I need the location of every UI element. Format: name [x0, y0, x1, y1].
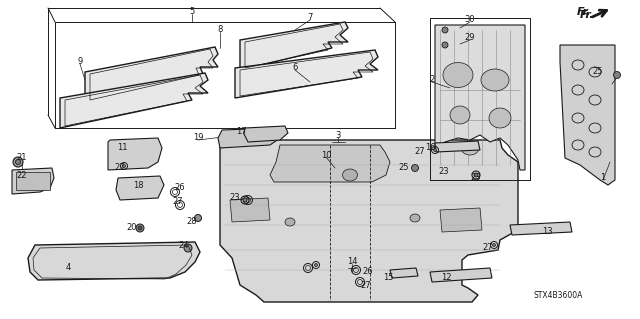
- Polygon shape: [220, 140, 518, 302]
- Text: 3: 3: [335, 130, 340, 139]
- Ellipse shape: [443, 63, 473, 87]
- Text: 27: 27: [483, 243, 493, 253]
- Polygon shape: [235, 50, 378, 98]
- Ellipse shape: [442, 27, 448, 33]
- Polygon shape: [12, 168, 54, 194]
- Text: 10: 10: [321, 151, 332, 160]
- Text: 23: 23: [438, 167, 449, 176]
- Text: 27: 27: [361, 280, 371, 290]
- Polygon shape: [218, 128, 280, 148]
- Ellipse shape: [481, 69, 509, 91]
- Text: 4: 4: [65, 263, 70, 272]
- Polygon shape: [244, 126, 288, 142]
- Text: 12: 12: [441, 273, 451, 283]
- Ellipse shape: [314, 263, 317, 266]
- Text: 13: 13: [541, 227, 552, 236]
- Ellipse shape: [13, 157, 23, 167]
- Ellipse shape: [138, 226, 142, 230]
- Polygon shape: [240, 22, 348, 70]
- Text: 28: 28: [187, 218, 197, 226]
- Text: 23: 23: [470, 174, 481, 182]
- Text: 25: 25: [399, 164, 409, 173]
- Text: 6: 6: [292, 63, 298, 72]
- Text: 17: 17: [236, 128, 246, 137]
- Text: 18: 18: [132, 181, 143, 189]
- Ellipse shape: [195, 214, 202, 221]
- Text: 9: 9: [77, 57, 83, 66]
- Ellipse shape: [412, 165, 419, 172]
- Polygon shape: [440, 208, 482, 232]
- Text: 20: 20: [127, 224, 137, 233]
- Ellipse shape: [410, 214, 420, 222]
- Polygon shape: [108, 138, 162, 170]
- Text: 19: 19: [193, 133, 204, 143]
- Text: 27: 27: [415, 147, 426, 157]
- Text: 16: 16: [425, 144, 435, 152]
- Polygon shape: [560, 45, 615, 185]
- Text: 24: 24: [179, 241, 189, 249]
- Polygon shape: [510, 222, 572, 235]
- Ellipse shape: [489, 108, 511, 128]
- Text: 27: 27: [173, 197, 183, 206]
- Ellipse shape: [614, 71, 621, 78]
- Ellipse shape: [493, 243, 495, 247]
- Text: 14: 14: [347, 257, 357, 266]
- Text: 26: 26: [175, 183, 186, 192]
- Ellipse shape: [184, 244, 192, 252]
- Text: 2: 2: [429, 76, 435, 85]
- Bar: [16, 172, 50, 190]
- Text: STX4B3600A: STX4B3600A: [533, 291, 582, 300]
- Text: 21: 21: [17, 153, 28, 162]
- Text: 29: 29: [465, 33, 476, 42]
- Polygon shape: [85, 47, 218, 102]
- Polygon shape: [430, 268, 492, 282]
- Polygon shape: [270, 145, 390, 182]
- Text: 7: 7: [307, 13, 313, 23]
- Text: 27: 27: [115, 164, 125, 173]
- Polygon shape: [435, 141, 480, 152]
- Text: Fr.: Fr.: [580, 10, 595, 20]
- Text: Fr.: Fr.: [577, 7, 591, 17]
- Ellipse shape: [243, 198, 247, 202]
- Text: 25: 25: [593, 68, 604, 77]
- Polygon shape: [116, 176, 164, 200]
- Text: 11: 11: [116, 144, 127, 152]
- Text: 8: 8: [218, 26, 223, 34]
- Text: 23: 23: [230, 194, 240, 203]
- Text: 5: 5: [189, 8, 195, 17]
- Ellipse shape: [442, 42, 448, 48]
- Text: 1: 1: [600, 174, 605, 182]
- Ellipse shape: [136, 224, 144, 232]
- Ellipse shape: [122, 165, 125, 167]
- Polygon shape: [390, 268, 418, 278]
- Polygon shape: [230, 198, 270, 222]
- Ellipse shape: [433, 149, 436, 152]
- Ellipse shape: [285, 218, 295, 226]
- Polygon shape: [435, 25, 525, 170]
- Ellipse shape: [474, 173, 478, 177]
- Ellipse shape: [461, 141, 479, 155]
- Text: 22: 22: [17, 172, 28, 181]
- Polygon shape: [28, 242, 200, 280]
- Ellipse shape: [450, 106, 470, 124]
- Polygon shape: [60, 73, 208, 128]
- Text: 30: 30: [465, 16, 476, 25]
- Text: 26: 26: [363, 268, 373, 277]
- Ellipse shape: [15, 160, 20, 165]
- Text: 15: 15: [383, 273, 393, 283]
- Ellipse shape: [342, 169, 358, 181]
